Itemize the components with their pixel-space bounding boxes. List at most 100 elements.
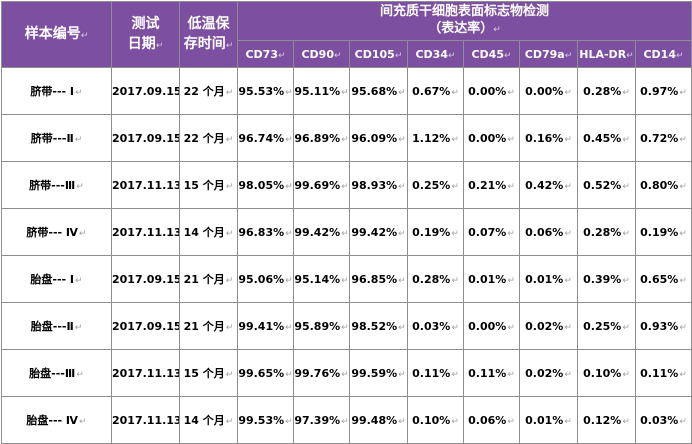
marker-value-cell: 0.01%↵ [519, 396, 578, 444]
storage-time-cell: 15 个月↵ [179, 161, 238, 209]
paragraph-mark-icon: ↵ [225, 135, 234, 145]
header-sample-label: 样本编号 [24, 25, 81, 42]
marker-value-cell: 95.68%↵ [349, 67, 408, 115]
marker-value-cell: 0.19%↵ [407, 208, 464, 256]
marker-value-text: 0.93% [640, 319, 679, 333]
sample-id-cell: 胎盘--- Ⅳ↵ [1, 396, 112, 444]
storage-time-text: 22 个月 [183, 132, 225, 145]
marker-value-cell: 0.25%↵ [407, 161, 464, 209]
marker-value-cell: 96.74%↵ [237, 114, 294, 162]
marker-value-cell: 0.28%↵ [577, 208, 636, 256]
marker-value-text: 0.02% [525, 366, 564, 380]
sample-id-cell: 脐带---Ⅲ↵ [1, 161, 112, 209]
marker-header-cell: CD79a↵ [519, 40, 578, 68]
test-date-cell: 2017.09.15↵ [111, 255, 180, 303]
marker-value-cell: 98.05%↵ [237, 161, 294, 209]
marker-value-cell: 95.06%↵ [237, 255, 294, 303]
paragraph-mark-icon: ↵ [507, 134, 515, 145]
paragraph-mark-icon: ↵ [451, 275, 459, 286]
marker-value-cell: 99.69%↵ [293, 161, 350, 209]
marker-value-cell: 95.53%↵ [237, 67, 294, 115]
marker-value-text: 98.93% [351, 178, 398, 192]
marker-value-text: 0.03% [412, 319, 451, 333]
marker-value-text: 0.11% [640, 366, 679, 380]
marker-value-cell: 0.02%↵ [519, 302, 578, 350]
test-date-text: 2017.09.15 [112, 84, 180, 98]
storage-time-text: 22 个月 [183, 85, 225, 98]
marker-label: CD14 [643, 47, 676, 61]
marker-value-cell: 0.45%↵ [577, 114, 636, 162]
marker-label: CD34 [415, 47, 448, 61]
marker-value-text: 0.07% [468, 225, 507, 239]
paragraph-mark-icon: ↵ [341, 322, 349, 333]
paragraph-mark-icon: ↵ [679, 181, 687, 192]
paragraph-mark-icon: ↵ [79, 229, 87, 239]
marker-value-text: 0.65% [640, 272, 679, 286]
marker-value-text: 96.74% [238, 131, 285, 145]
paragraph-mark-icon: ↵ [394, 50, 403, 61]
storage-time-cell: 21 个月↵ [179, 302, 238, 350]
marker-value-cell: 99.41%↵ [237, 302, 294, 350]
test-date-cell: 2017.11.13↵ [111, 349, 180, 397]
test-date-cell: 2017.09.15↵ [111, 67, 180, 115]
table-row: 胎盘---Ⅱ↵2017.09.15↵21 个月↵99.41%↵95.89%↵98… [1, 302, 692, 350]
marker-value-cell: 0.11%↵ [634, 349, 692, 397]
paragraph-mark-icon: ↵ [225, 182, 234, 192]
paragraph-mark-icon: ↵ [451, 369, 459, 380]
storage-time-text: 15 个月 [183, 179, 225, 192]
marker-value-cell: 0.28%↵ [577, 67, 636, 115]
sample-id-cell: 胎盘---Ⅱ↵ [1, 302, 112, 350]
marker-value-text: 0.00% [468, 84, 507, 98]
table-row: 脐带---Ⅲ↵2017.11.13↵15 个月↵98.05%↵99.69%↵98… [1, 161, 692, 209]
paragraph-mark-icon: ↵ [398, 228, 406, 239]
header-storage-line1: 低温保 [187, 15, 230, 32]
paragraph-mark-icon: ↵ [622, 369, 630, 380]
paragraph-mark-icon: ↵ [277, 50, 286, 61]
marker-label: CD105 [354, 47, 395, 61]
marker-value-text: 96.85% [351, 272, 398, 286]
paragraph-mark-icon: ↵ [622, 181, 630, 192]
paragraph-mark-icon: ↵ [74, 323, 83, 333]
paragraph-mark-icon: ↵ [451, 87, 459, 98]
marker-value-text: 0.11% [468, 366, 507, 380]
paragraph-mark-icon: ↵ [679, 322, 687, 333]
marker-value-text: 0.01% [468, 272, 507, 286]
sample-id-text: 胎盘--- Ⅰ [30, 273, 75, 286]
test-date-text: 2017.11.13 [112, 225, 180, 239]
paragraph-mark-icon: ↵ [679, 416, 687, 427]
marker-value-text: 96.83% [238, 225, 285, 239]
marker-value-text: 0.02% [525, 319, 564, 333]
test-date-text: 2017.09.15 [112, 131, 180, 145]
paragraph-mark-icon: ↵ [285, 322, 293, 333]
paragraph-mark-icon: ↵ [507, 369, 515, 380]
table-row: 胎盘--- Ⅰ↵2017.09.15↵21 个月↵95.06%↵95.14%↵9… [1, 255, 692, 303]
paragraph-mark-icon: ↵ [155, 40, 164, 51]
paragraph-mark-icon: ↵ [564, 228, 572, 239]
marker-value-text: 0.39% [583, 272, 622, 286]
marker-value-text: 0.10% [412, 413, 451, 427]
sample-id-text: 脐带--- Ⅰ [30, 85, 75, 98]
marker-value-cell: 0.01%↵ [463, 255, 520, 303]
paragraph-mark-icon: ↵ [341, 369, 349, 380]
marker-value-cell: 0.11%↵ [463, 349, 520, 397]
marker-value-text: 95.89% [294, 319, 341, 333]
marker-value-text: 95.14% [294, 272, 341, 286]
paragraph-mark-icon: ↵ [285, 134, 293, 145]
marker-value-text: 95.11% [294, 84, 341, 98]
paragraph-mark-icon: ↵ [451, 322, 459, 333]
paragraph-mark-icon: ↵ [80, 30, 89, 41]
marker-value-text: 0.80% [640, 178, 679, 192]
marker-value-text: 0.16% [525, 131, 564, 145]
marker-value-text: 98.05% [238, 178, 285, 192]
paragraph-mark-icon: ↵ [341, 416, 349, 427]
marker-value-text: 95.68% [351, 84, 398, 98]
marker-value-cell: 0.52%↵ [577, 161, 636, 209]
paragraph-mark-icon: ↵ [564, 181, 572, 192]
marker-value-cell: 95.89%↵ [293, 302, 350, 350]
paragraph-mark-icon: ↵ [341, 228, 349, 239]
marker-value-text: 96.89% [294, 131, 341, 145]
marker-value-text: 99.42% [294, 225, 341, 239]
paragraph-mark-icon: ↵ [507, 181, 515, 192]
marker-value-text: 99.59% [351, 366, 398, 380]
sample-id-text: 脐带---Ⅱ [30, 132, 74, 145]
